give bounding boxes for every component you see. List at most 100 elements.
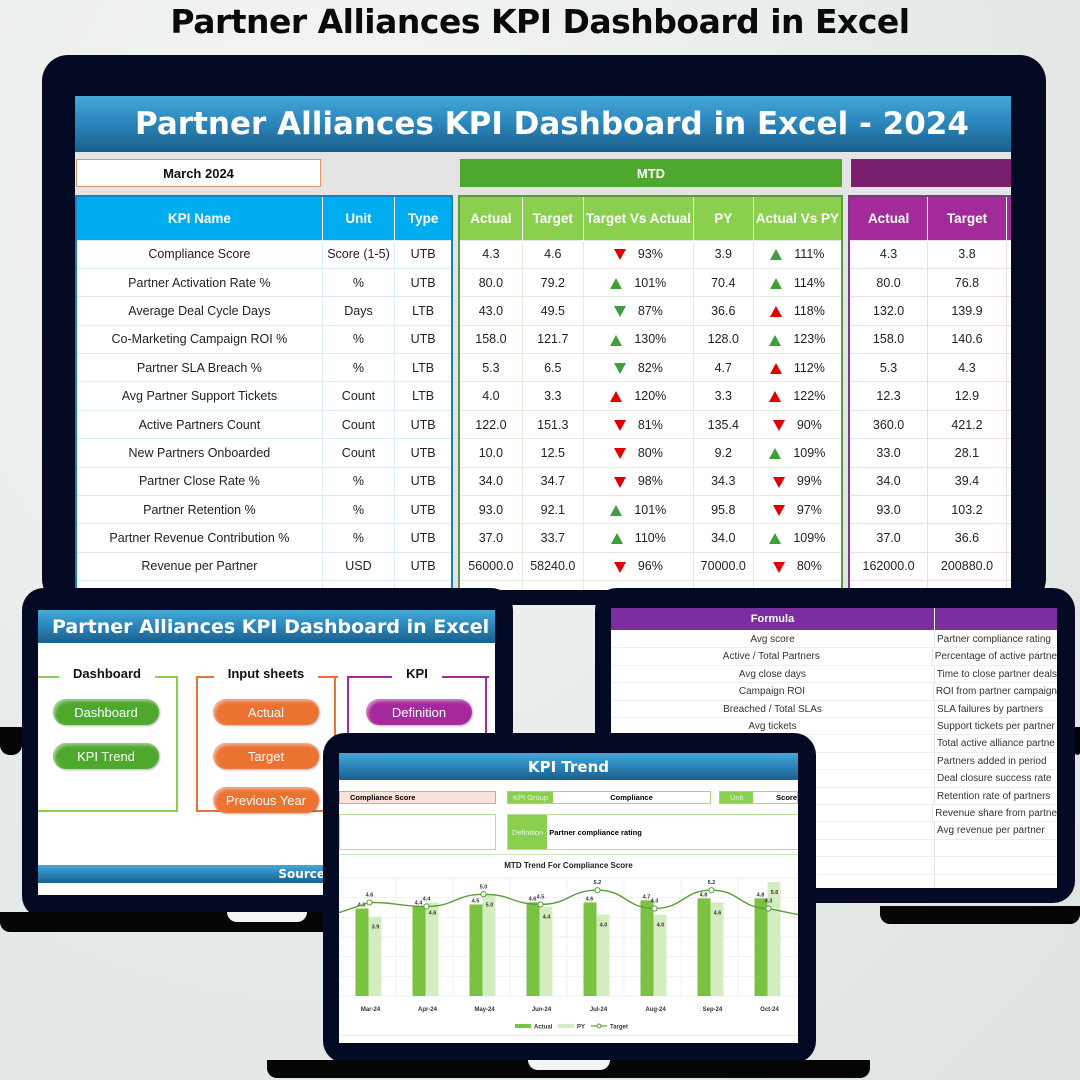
mtd-actual-cell: 158.0 [458, 324, 523, 355]
ytd-row: 37.0 36.6 [848, 523, 1011, 553]
definition-row: Avg score Partner compliance rating [611, 631, 1057, 649]
svg-text:4.8: 4.8 [757, 892, 765, 898]
ytd-target-cell: 103.2 [927, 495, 1007, 525]
mtd-header: MTD [460, 159, 842, 187]
kpi-name-cell: Average Deal Cycle Days [75, 296, 323, 326]
group-dashboard: Dashboard Dashboard KPI Trend [38, 666, 178, 812]
formula-cell: Campaign ROI [611, 683, 934, 700]
definition-sheet-button[interactable]: Definition [366, 699, 472, 725]
unit-label: Unit [720, 792, 754, 803]
definition-label: Definition [508, 815, 548, 849]
svg-text:4.6: 4.6 [366, 892, 374, 898]
month-selector[interactable]: March 2024 [76, 159, 321, 187]
unit-cell: % [321, 466, 396, 497]
home-banner: Partner Alliances KPI Dashboard in Excel [38, 610, 495, 643]
mtd-target-cell: 79.2 [521, 267, 584, 298]
mtd-row: 122.0 151.3 81% 135.4 90% [458, 409, 843, 440]
kpi-select-dropdown[interactable]: Compliance Score [339, 791, 496, 804]
ytd-row: 12.3 12.9 [848, 381, 1011, 411]
mtd-row: 4.0 3.3 120% 3.3 122% [458, 381, 843, 411]
unit-value: Score [776, 793, 797, 802]
actual-vs-py-cell: 123% [752, 324, 843, 355]
definition-cell: ROI from partner campaign [935, 686, 1057, 698]
py-cell: 70000.0 [692, 551, 754, 582]
ytd-actual-cell: 162000.0 [848, 551, 929, 582]
target-vs-actual-cell: 81% [582, 409, 694, 440]
triangle-up-icon [769, 362, 782, 374]
type-cell: UTB [394, 324, 453, 355]
triangle-down-icon [772, 561, 785, 573]
dashboard-nav-button[interactable]: Dashboard [53, 699, 159, 725]
svg-text:4.3: 4.3 [765, 899, 773, 905]
group-dashboard-title: Dashboard [59, 666, 155, 681]
definition-row: Partners added in period [611, 752, 1057, 771]
svg-text:Mar-24: Mar-24 [361, 1007, 381, 1013]
definition-cell: Partners added in period [937, 755, 1047, 767]
kpi-name-cell: Avg Partner Support Tickets [75, 381, 323, 411]
formula-cell: Breached / Total SLAs [611, 700, 935, 717]
actual-sheet-button[interactable]: Actual [213, 699, 319, 725]
definition-cell: Percentage of active partne [934, 651, 1057, 663]
definition-cell: Avg revenue per partner [937, 825, 1045, 837]
target-sheet-button[interactable]: Target [213, 743, 319, 769]
mtd-row: 43.0 49.5 87% 36.6 118% [458, 296, 843, 326]
kpi-trend-nav-button[interactable]: KPI Trend [53, 743, 159, 769]
previous-year-sheet-button[interactable]: Previous Year [213, 787, 319, 813]
target-vs-actual-cell: 98% [582, 466, 694, 497]
dashboard-banner: Partner Alliances KPI Dashboard in Excel… [75, 96, 1011, 152]
formula-cell [611, 787, 935, 804]
col-actual-vs-py: Actual Vs PY [753, 196, 843, 240]
mtd-target-cell: 12.5 [521, 438, 584, 468]
mtd-actual-cell: 10.0 [458, 438, 523, 468]
definition-row: Retention rate of partners [611, 787, 1057, 805]
formula-cell: Avg tickets [611, 718, 935, 735]
mtd-target-cell: 151.3 [521, 409, 584, 440]
triangle-up-icon [769, 448, 782, 460]
actual-vs-py-cell: 122% [752, 381, 843, 411]
svg-text:4.6: 4.6 [529, 896, 537, 902]
kpi-name-cell: Revenue per Partner [75, 551, 323, 582]
unit-cell: % [321, 523, 396, 553]
definition-value: Partner compliance rating [549, 827, 642, 837]
mtd-actual-cell: 80.0 [458, 267, 523, 298]
kpi-row: Partner SLA Breach % % LTB [75, 353, 453, 383]
py-cell: 135.4 [692, 409, 754, 440]
formula-cell [611, 735, 935, 752]
type-cell: UTB [394, 438, 453, 468]
kpi-name-cell: Compliance Score [75, 239, 323, 269]
kpi-table: KPI Name Unit Type Compliance Score Scor… [75, 195, 453, 590]
svg-text:Actual: Actual [534, 1025, 553, 1031]
col-ytd-actual: Actual [849, 196, 929, 240]
definitions-header: Formula [611, 608, 1057, 630]
mtd-target-cell: 4.6 [521, 239, 584, 269]
ytd-target-cell: 76.8 [927, 267, 1007, 298]
col-mtd-actual: Actual [459, 196, 523, 240]
ytd-target-cell: 12.9 [927, 381, 1007, 411]
ytd-row: 4.3 3.8 [848, 239, 1011, 269]
dashboard-screen: Partner Alliances KPI Dashboard in Excel… [75, 96, 1011, 590]
mtd-actual-cell: 34.0 [458, 466, 523, 497]
group-input-sheets: Input sheets Actual Target Previous Year [196, 666, 338, 813]
mtd-row: 5.3 6.5 82% 4.7 112% [458, 353, 843, 383]
kpi-trend-screen: KPI Trend Compliance Score KPI Group Com… [339, 753, 798, 1043]
triangle-up-icon [769, 391, 782, 403]
definitions-device-base [880, 906, 1080, 924]
ytd-target-cell: 200880.0 [927, 551, 1007, 582]
ytd-actual-cell: 37.0 [848, 523, 929, 553]
target-vs-actual-cell: 120% [582, 381, 694, 411]
formula-cell [611, 822, 935, 839]
py-cell: 36.6 [692, 296, 754, 326]
mtd-actual-cell: 122.0 [458, 409, 523, 440]
target-vs-actual-cell: 80% [582, 438, 694, 468]
unit-cell: Days [321, 296, 396, 326]
svg-text:5.0: 5.0 [486, 902, 494, 908]
home-device-notch [227, 912, 307, 922]
svg-text:4.6: 4.6 [586, 896, 594, 902]
target-vs-actual-cell: 93% [582, 239, 694, 269]
svg-text:4.3: 4.3 [651, 899, 659, 905]
kpi-row: Partner Close Rate % % UTB [75, 466, 453, 497]
type-cell: UTB [394, 523, 453, 553]
definition-cell: Time to close partner deals [936, 668, 1057, 680]
ytd-actual-cell: 80.0 [848, 267, 929, 298]
svg-text:4.0: 4.0 [600, 923, 608, 929]
